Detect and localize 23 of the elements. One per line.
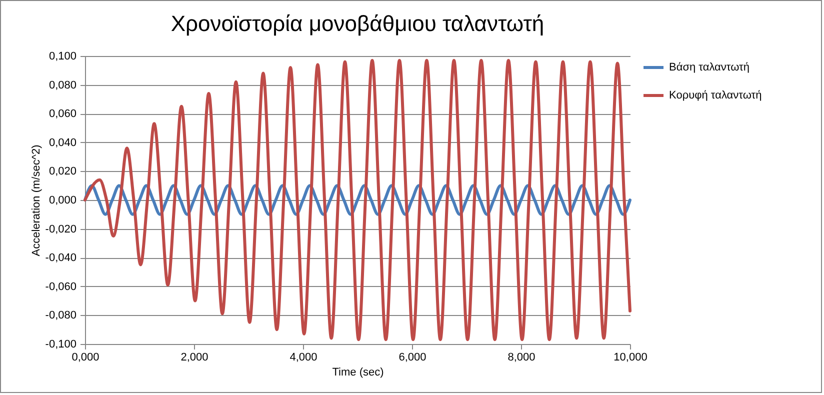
y-tick-label: 0,040 — [48, 136, 76, 149]
y-tick-label: -0,080 — [45, 310, 76, 322]
y-axis-title: Acceleration (m/sec^2) — [30, 144, 42, 256]
chart-title: Χρονοϊστορία μονοβάθμιου ταλαντωτή — [170, 11, 544, 36]
y-tick-label: -0,060 — [45, 280, 76, 293]
y-tick-label: 0,080 — [48, 79, 76, 92]
y-tick-label: 0,060 — [48, 108, 76, 120]
x-tick-label: 6,000 — [398, 352, 426, 364]
y-tick-label: 0,100 — [48, 50, 76, 62]
y-tick-label: -0,100 — [45, 338, 76, 350]
legend-label: Βάση ταλαντωτή — [669, 62, 750, 74]
x-tick-label: 10,000 — [614, 352, 648, 364]
x-tick-label: 0,000 — [72, 352, 100, 364]
y-tick-label: 0,020 — [48, 166, 76, 178]
x-axis-title: Time (sec) — [332, 366, 384, 378]
x-tick-label: 2,000 — [180, 352, 208, 364]
x-tick-label: 8,000 — [508, 352, 536, 364]
x-tick-label: 4,000 — [290, 352, 318, 364]
legend-label: Κορυφή ταλαντωτή — [669, 90, 762, 102]
y-tick-label: -0,040 — [45, 252, 76, 264]
line-series — [84, 58, 632, 342]
y-tick-label: 0,000 — [48, 194, 76, 206]
y-tick-label: -0,020 — [45, 223, 76, 236]
